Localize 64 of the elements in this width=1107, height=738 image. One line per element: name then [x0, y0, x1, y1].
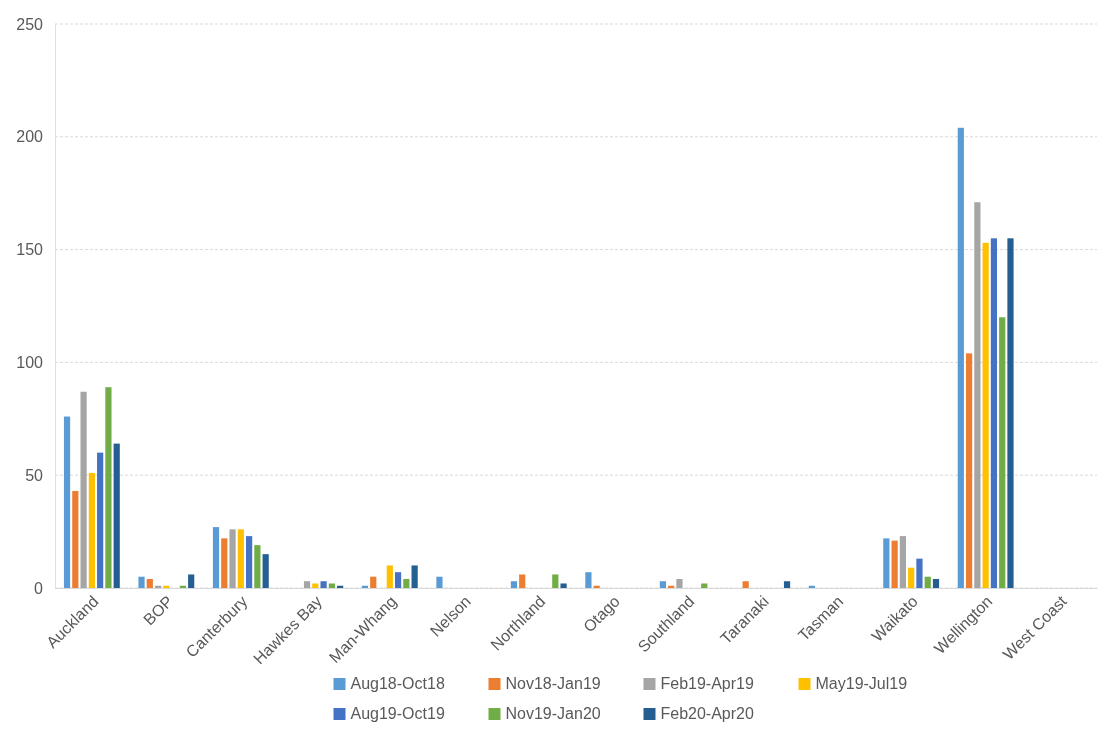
y-tick-label: 200 [16, 128, 44, 146]
bar [560, 583, 567, 588]
legend-label: Nov18-Jan19 [505, 675, 601, 692]
legend-label: Nov19-Jan20 [505, 705, 601, 722]
bar [88, 472, 95, 588]
y-tick-label: 100 [16, 354, 44, 372]
bar [394, 572, 402, 588]
bar [899, 536, 906, 588]
bar [72, 490, 79, 588]
bar [519, 574, 526, 588]
bar [262, 554, 269, 588]
bar [328, 583, 335, 588]
legend-label: Feb20-Apr20 [660, 705, 754, 722]
bar [659, 581, 666, 588]
bar [97, 452, 104, 588]
legend-label: Feb19-Apr19 [660, 675, 754, 692]
bar [105, 387, 112, 588]
legend-label: Aug19-Oct19 [350, 705, 445, 722]
bar [585, 572, 592, 588]
y-tick-label: 50 [25, 466, 44, 484]
bar [113, 443, 120, 588]
bar [908, 567, 915, 588]
bar [982, 242, 989, 588]
bar [320, 581, 327, 588]
bar [370, 576, 377, 588]
bar [966, 353, 973, 588]
y-tick-label: 150 [16, 241, 44, 259]
bar [883, 538, 890, 588]
bar [957, 127, 964, 588]
bar [783, 581, 791, 588]
bar [436, 576, 443, 588]
bar [221, 538, 228, 588]
bar [701, 583, 708, 588]
bar [999, 317, 1006, 588]
bar [924, 576, 931, 588]
bar [411, 565, 418, 588]
legend-label: Aug18-Oct18 [350, 675, 445, 692]
bar [403, 578, 410, 588]
bar [254, 545, 261, 588]
bar [237, 529, 244, 588]
bar [1007, 238, 1014, 588]
bar [312, 583, 319, 588]
bar [80, 391, 87, 588]
legend-label: May19-Jul19 [815, 675, 908, 692]
bar [552, 574, 559, 588]
bar [303, 581, 311, 588]
bar [138, 576, 145, 588]
bar [676, 578, 683, 588]
bar [146, 578, 153, 588]
y-tick-label: 0 [34, 579, 44, 597]
y-tick-label: 250 [16, 15, 44, 33]
bar [229, 529, 236, 588]
bar [212, 527, 220, 588]
bar [932, 578, 940, 588]
bar [386, 565, 393, 588]
bar [742, 581, 749, 588]
bar [246, 536, 253, 588]
bar [891, 540, 898, 588]
bar [63, 416, 71, 588]
bar [990, 238, 998, 588]
bar [974, 202, 981, 588]
bar [510, 581, 518, 588]
bar [188, 574, 195, 588]
bar [916, 558, 923, 588]
